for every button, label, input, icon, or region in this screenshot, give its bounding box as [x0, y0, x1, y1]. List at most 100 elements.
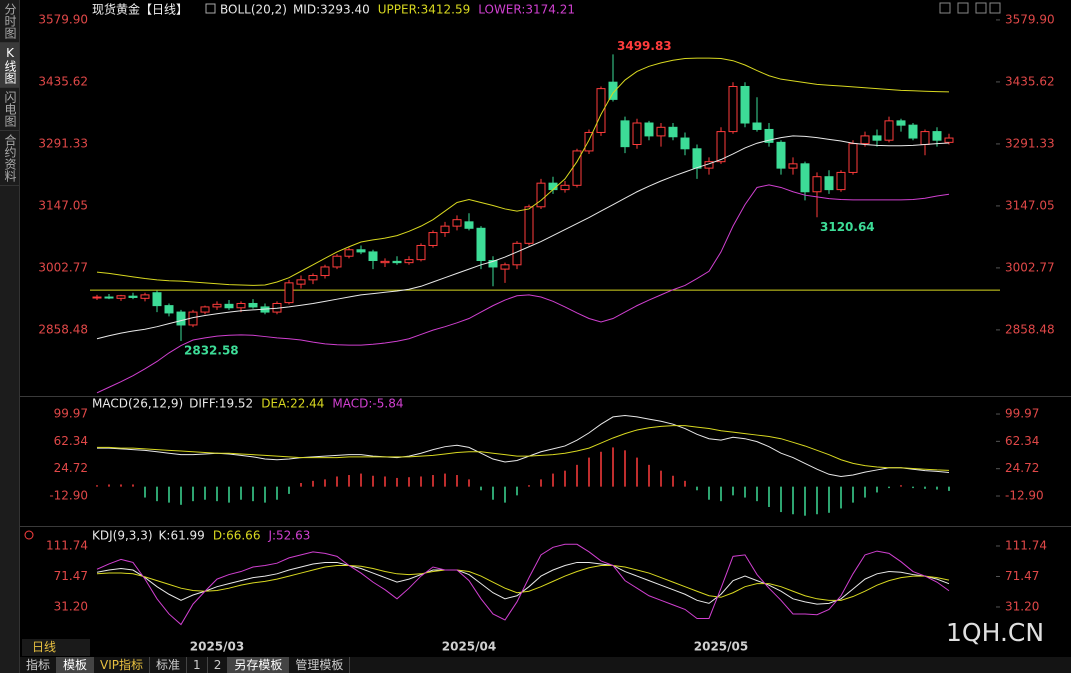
- sidebar-tab[interactable]: 合约资料: [0, 131, 19, 186]
- boll-line: [96, 57, 950, 286]
- y-tick-label: 3002.77: [38, 260, 88, 274]
- boll-line: [96, 184, 950, 394]
- y-tick-label-right: 111.74: [1005, 538, 1047, 552]
- candle-body: [536, 182, 546, 208]
- legend-entry: MACD:-5.84: [332, 397, 403, 411]
- candle-body: [524, 206, 534, 244]
- candle-body: [356, 249, 366, 253]
- candle-body: [164, 305, 174, 314]
- candle-body: [800, 163, 810, 193]
- candle-body: [596, 88, 606, 133]
- candle-body: [668, 126, 678, 138]
- tab[interactable]: 指标: [20, 657, 58, 673]
- indicator-icon: [205, 3, 216, 14]
- tab[interactable]: 模板: [57, 657, 95, 673]
- legend-entry: KDJ(9,3,3): [92, 529, 153, 543]
- y-tick-label-right: 2858.48: [1005, 322, 1055, 336]
- low-annotation: 2832.58: [184, 344, 239, 358]
- candle-body: [284, 282, 294, 304]
- high-annotation: 3499.83: [617, 39, 672, 53]
- candle-body: [248, 302, 258, 308]
- y-tick-label: 3291.33: [38, 136, 88, 150]
- candle-body: [140, 294, 150, 299]
- candle-body: [728, 85, 738, 133]
- tab[interactable]: 另存模板: [228, 657, 290, 673]
- candle-body: [440, 225, 450, 234]
- tab[interactable]: 管理模板: [289, 657, 351, 673]
- sidebar-tab[interactable]: K线图: [0, 43, 19, 88]
- candle-body: [764, 128, 774, 143]
- y-tick-label-right: 71.47: [1005, 569, 1039, 583]
- candle-body: [908, 124, 918, 139]
- candle-body: [368, 251, 378, 262]
- y-tick-label: 3579.90: [38, 12, 88, 26]
- kdj-line: [96, 564, 950, 601]
- boll-line: [96, 135, 950, 340]
- y-tick-label-right: 31.20: [1005, 599, 1039, 613]
- candle-body: [740, 85, 750, 124]
- y-tick-label: 24.72: [54, 461, 88, 475]
- tab[interactable]: 1: [187, 657, 208, 673]
- candle-body: [296, 279, 306, 285]
- y-tick-label: 2858.48: [38, 322, 88, 336]
- candle-body: [488, 260, 498, 268]
- tab[interactable]: 标准: [150, 657, 188, 673]
- y-tick-label-right: 3002.77: [1005, 260, 1055, 274]
- legend-entry: DEA:22.44: [261, 397, 324, 411]
- period-selector[interactable]: 日线: [22, 639, 90, 656]
- candle-body: [548, 182, 558, 191]
- candle-body: [584, 131, 594, 152]
- legend-entry: MACD(26,12,9): [92, 397, 183, 411]
- y-tick-label: 111.74: [46, 538, 88, 552]
- candle-body: [716, 131, 726, 163]
- candle-body: [920, 131, 930, 145]
- y-tick-label-right: 3435.62: [1005, 74, 1055, 88]
- y-tick-label: 31.20: [54, 599, 88, 613]
- candle-body: [608, 81, 618, 100]
- candle-body: [464, 221, 474, 229]
- legend-entry: LOWER:3174.21: [478, 3, 575, 17]
- candle-body: [632, 122, 642, 145]
- candle-body: [104, 296, 114, 299]
- sidebar-tab[interactable]: 分时图: [0, 0, 19, 43]
- candle-body: [824, 176, 834, 191]
- kdj-line: [96, 561, 950, 605]
- candle-body: [692, 148, 702, 169]
- candle-body: [308, 275, 318, 281]
- low-annotation: 3120.64: [820, 220, 875, 234]
- candle-body: [476, 227, 486, 262]
- y-tick-label-right: 3291.33: [1005, 136, 1055, 150]
- legend-entry: 现货黄金【日线】: [92, 2, 188, 17]
- y-tick-label: -12.90: [49, 489, 88, 503]
- candle-body: [176, 311, 186, 326]
- candle-body: [452, 219, 462, 227]
- candle-body: [392, 260, 402, 264]
- candle-body: [224, 303, 234, 309]
- tab[interactable]: VIP指标: [94, 657, 151, 673]
- candle-body: [788, 163, 798, 169]
- y-tick-label: 71.47: [54, 569, 88, 583]
- candle-body: [416, 244, 426, 261]
- legend-entry: BOLL(20,2): [220, 3, 287, 17]
- sidebar-tab[interactable]: 闪电图: [0, 88, 19, 131]
- candle-body: [896, 120, 906, 126]
- candle-body: [404, 259, 414, 264]
- kdj-line: [96, 543, 950, 626]
- candle-body: [812, 176, 822, 193]
- candle-body: [644, 122, 654, 137]
- candle-body: [560, 184, 570, 191]
- candle-body: [656, 126, 666, 137]
- candle-body: [332, 255, 342, 268]
- settings-icon: [24, 530, 34, 540]
- y-tick-label: 3435.62: [38, 74, 88, 88]
- window-icons: [939, 2, 1001, 14]
- tab[interactable]: 2: [208, 657, 229, 673]
- y-tick-label-right: 3579.90: [1005, 12, 1055, 26]
- y-tick-label: 3147.05: [38, 198, 88, 212]
- legend-entry: D:66.66: [213, 529, 261, 543]
- x-tick-label: 2025/03: [190, 640, 244, 654]
- candle-body: [380, 260, 390, 264]
- candle-body: [428, 232, 438, 246]
- legend-entry: MID:3293.40: [293, 3, 370, 17]
